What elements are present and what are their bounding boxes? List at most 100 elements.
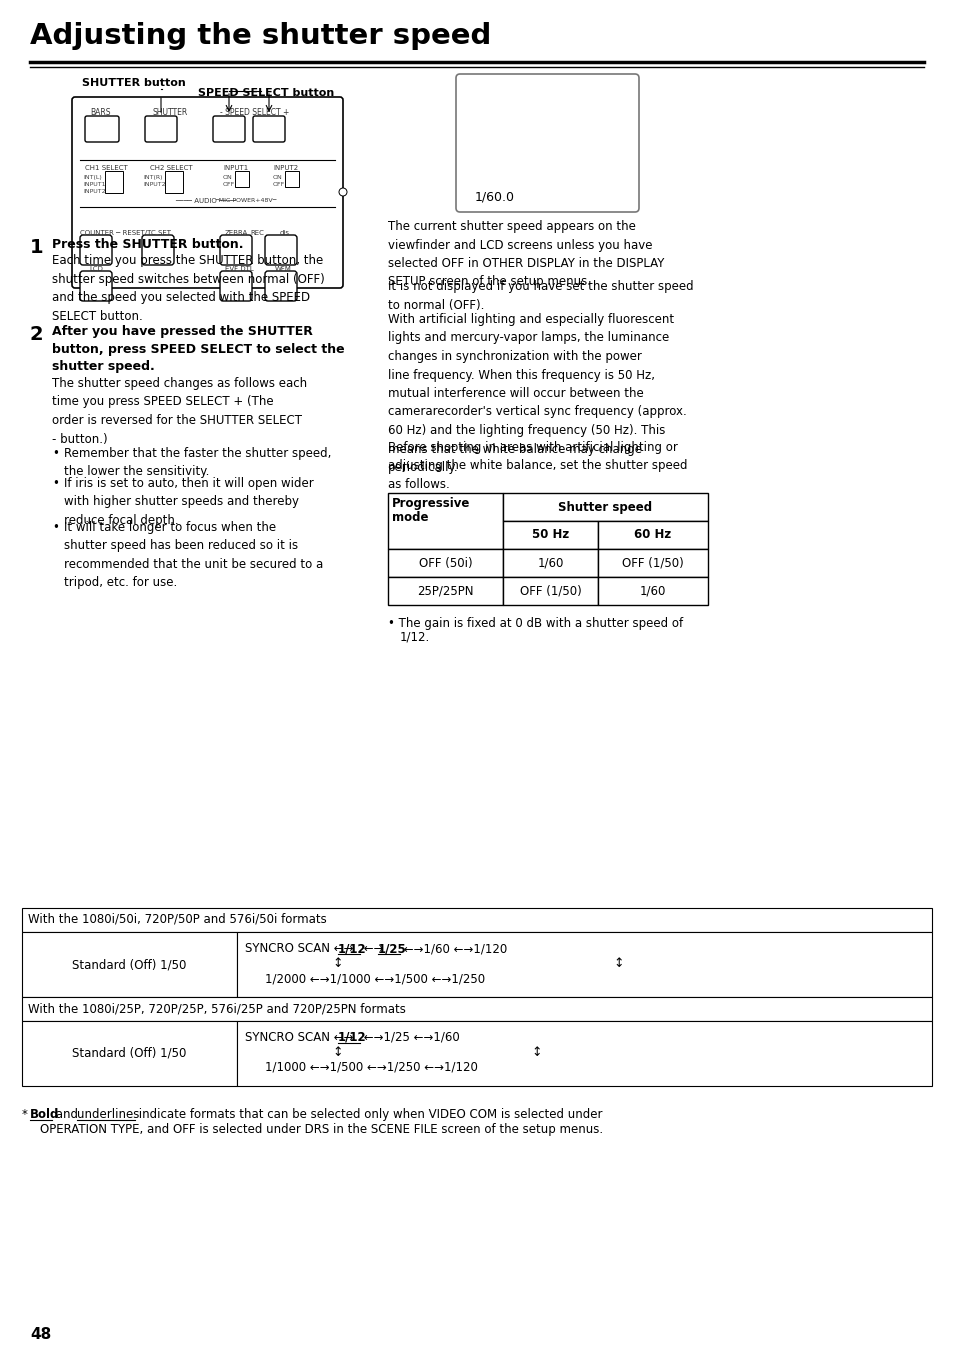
Bar bbox=[598, 521, 707, 548]
Text: - SPEED SELECT +: - SPEED SELECT + bbox=[220, 108, 289, 116]
Bar bbox=[502, 548, 598, 577]
FancyBboxPatch shape bbox=[265, 236, 296, 265]
Bar bbox=[388, 548, 502, 577]
Bar bbox=[22, 997, 931, 1021]
Bar bbox=[502, 493, 707, 521]
Text: CH2 SELECT: CH2 SELECT bbox=[150, 165, 193, 171]
Text: It will take longer to focus when the
shutter speed has been reduced so it is
re: It will take longer to focus when the sh… bbox=[64, 520, 323, 589]
Text: The shutter speed changes as follows each
time you press SPEED SELECT + (The
ord: The shutter speed changes as follows eac… bbox=[52, 376, 307, 445]
Text: 25P/25PN: 25P/25PN bbox=[416, 585, 474, 597]
Text: INPUT2: INPUT2 bbox=[83, 190, 106, 194]
Text: 2: 2 bbox=[30, 325, 44, 344]
Text: OFF: OFF bbox=[223, 181, 235, 187]
Text: SHUTTER: SHUTTER bbox=[152, 108, 188, 116]
FancyBboxPatch shape bbox=[145, 116, 177, 142]
Text: Remember that the faster the shutter speed,
the lower the sensitivity.: Remember that the faster the shutter spe… bbox=[64, 447, 331, 478]
Text: ↕: ↕ bbox=[332, 957, 342, 969]
FancyBboxPatch shape bbox=[71, 97, 343, 288]
Text: ──── AUDIO ────: ──── AUDIO ──── bbox=[174, 198, 235, 204]
Bar bbox=[22, 932, 236, 997]
Text: INPUT1: INPUT1 bbox=[83, 181, 106, 187]
Bar bbox=[598, 577, 707, 605]
Text: •: • bbox=[52, 447, 59, 460]
Text: Adjusting the shutter speed: Adjusting the shutter speed bbox=[30, 22, 491, 50]
Text: ON: ON bbox=[223, 175, 233, 180]
Text: INPUT2: INPUT2 bbox=[143, 181, 166, 187]
Text: SYNCRO SCAN ←→: SYNCRO SCAN ←→ bbox=[245, 1030, 354, 1044]
Text: Before shooting in areas with artificial lighting or
adjusting the white balance: Before shooting in areas with artificial… bbox=[388, 440, 687, 490]
Text: •: • bbox=[52, 477, 59, 490]
Text: 1/1000 ←→1/500 ←→1/250 ←→1/120: 1/1000 ←→1/500 ←→1/250 ←→1/120 bbox=[265, 1062, 477, 1074]
Bar bbox=[22, 1021, 236, 1086]
Bar bbox=[502, 521, 598, 548]
Text: 1/12: 1/12 bbox=[337, 1030, 366, 1044]
Text: 1/60.0: 1/60.0 bbox=[475, 190, 515, 203]
Text: •: • bbox=[52, 520, 59, 533]
Bar bbox=[598, 548, 707, 577]
Text: BARS: BARS bbox=[90, 108, 111, 116]
Text: mode: mode bbox=[392, 510, 428, 524]
FancyBboxPatch shape bbox=[80, 271, 112, 301]
Text: SYNCRO SCAN ←→: SYNCRO SCAN ←→ bbox=[245, 942, 354, 955]
Bar bbox=[388, 577, 502, 605]
FancyBboxPatch shape bbox=[265, 271, 296, 301]
Text: With the 1080i/25P, 720P/25P, 576i/25P and 720P/25PN formats: With the 1080i/25P, 720P/25P, 576i/25P a… bbox=[28, 1002, 405, 1016]
Text: 1/60: 1/60 bbox=[537, 556, 563, 570]
Circle shape bbox=[338, 188, 347, 196]
Text: OFF (1/50): OFF (1/50) bbox=[621, 556, 683, 570]
Text: INT(L): INT(L) bbox=[83, 175, 102, 180]
Bar bbox=[236, 1021, 931, 1086]
Text: *: * bbox=[22, 1108, 31, 1121]
Text: COUNTER ─ RESET/TC SET: COUNTER ─ RESET/TC SET bbox=[80, 230, 171, 236]
Text: ←→1/25 ←→1/60: ←→1/25 ←→1/60 bbox=[359, 1030, 459, 1044]
Text: EVF DTL: EVF DTL bbox=[225, 265, 253, 272]
FancyBboxPatch shape bbox=[220, 271, 252, 301]
Text: Each time you press the SHUTTER button, the
shutter speed switches between norma: Each time you press the SHUTTER button, … bbox=[52, 255, 324, 322]
Text: 1/25: 1/25 bbox=[377, 942, 406, 955]
FancyBboxPatch shape bbox=[220, 236, 252, 265]
Text: 1/12: 1/12 bbox=[337, 942, 366, 955]
Text: With artificial lighting and especially fluorescent
lights and mercury-vapor lam: With artificial lighting and especially … bbox=[388, 313, 686, 474]
Text: The current shutter speed appears on the
viewfinder and LCD screens unless you h: The current shutter speed appears on the… bbox=[388, 219, 663, 288]
FancyBboxPatch shape bbox=[142, 236, 173, 265]
Text: ↕: ↕ bbox=[332, 1047, 342, 1059]
Bar bbox=[236, 932, 931, 997]
Text: • The gain is fixed at 0 dB with a shutter speed of: • The gain is fixed at 0 dB with a shutt… bbox=[388, 617, 682, 630]
Bar bbox=[105, 171, 123, 194]
Text: Standard (Off) 1/50: Standard (Off) 1/50 bbox=[72, 959, 187, 971]
Text: INT(R): INT(R) bbox=[143, 175, 162, 180]
Text: With the 1080i/50i, 720P/50P and 576i/50i formats: With the 1080i/50i, 720P/50P and 576i/50… bbox=[28, 913, 327, 926]
Text: 50 Hz: 50 Hz bbox=[532, 528, 569, 542]
Text: SHUTTER button: SHUTTER button bbox=[82, 79, 186, 88]
Bar bbox=[388, 493, 502, 548]
Bar bbox=[165, 171, 183, 194]
Text: Shutter speed: Shutter speed bbox=[558, 501, 652, 513]
Text: INPUT2: INPUT2 bbox=[273, 165, 297, 171]
Bar bbox=[22, 909, 931, 932]
Text: LCD: LCD bbox=[89, 265, 103, 272]
Text: 60 Hz: 60 Hz bbox=[634, 528, 671, 542]
FancyBboxPatch shape bbox=[80, 236, 112, 265]
Text: ─MIC POWER+48V─: ─MIC POWER+48V─ bbox=[214, 198, 276, 203]
Text: 1/60: 1/60 bbox=[639, 585, 665, 597]
Text: and: and bbox=[52, 1108, 82, 1121]
FancyBboxPatch shape bbox=[253, 116, 285, 142]
Text: OFF (1/50): OFF (1/50) bbox=[519, 585, 580, 597]
Text: Progressive: Progressive bbox=[392, 497, 470, 510]
Text: underlines: underlines bbox=[77, 1108, 139, 1121]
Text: indicate formats that can be selected only when VIDEO COM is selected under: indicate formats that can be selected on… bbox=[135, 1108, 602, 1121]
Text: If iris is set to auto, then it will open wider
with higher shutter speeds and t: If iris is set to auto, then it will ope… bbox=[64, 477, 314, 527]
Text: ↕: ↕ bbox=[531, 1047, 541, 1059]
Text: Press the SHUTTER button.: Press the SHUTTER button. bbox=[52, 238, 243, 250]
Text: ←→: ←→ bbox=[359, 942, 383, 955]
Text: WFM: WFM bbox=[274, 265, 292, 272]
FancyBboxPatch shape bbox=[456, 74, 639, 213]
Text: CH1 SELECT: CH1 SELECT bbox=[85, 165, 128, 171]
Text: Standard (Off) 1/50: Standard (Off) 1/50 bbox=[72, 1047, 187, 1060]
Text: 1/12.: 1/12. bbox=[399, 631, 430, 645]
Text: INPUT1: INPUT1 bbox=[223, 165, 248, 171]
Text: Bold: Bold bbox=[30, 1108, 59, 1121]
Bar bbox=[285, 171, 298, 187]
Text: ZEBRA: ZEBRA bbox=[225, 230, 248, 236]
Text: ←→1/60 ←→1/120: ←→1/60 ←→1/120 bbox=[399, 942, 507, 955]
